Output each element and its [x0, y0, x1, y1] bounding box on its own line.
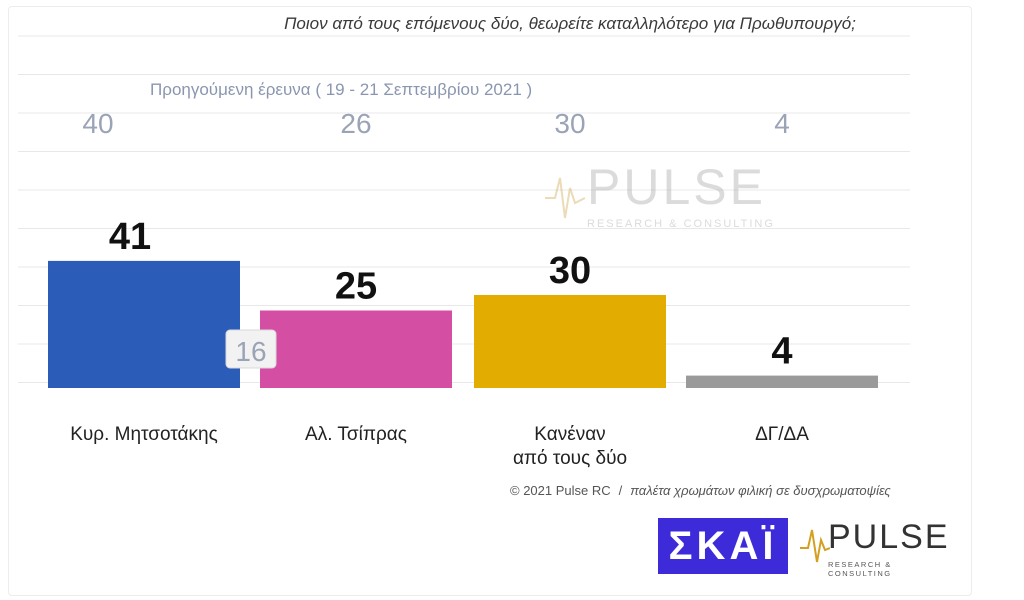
previous-value-label: 4: [774, 108, 790, 139]
bar-value-label: 41: [109, 216, 151, 258]
bar-value-label: 4: [771, 331, 792, 373]
pulse-wave-icon: [545, 177, 586, 219]
bar-value-label: 30: [549, 250, 591, 292]
category-label: Κυρ. Μητσοτάκης: [70, 424, 218, 445]
previous-survey-label: Προηγούμενη έρευνα ( 19 - 21 Σεπτεμβρίου…: [150, 80, 533, 99]
bar: [48, 260, 240, 388]
pulse-logo-sub: RESEARCH & CONSULTING: [828, 560, 892, 578]
footer-copyright: © 2021 Pulse RC: [510, 483, 611, 498]
previous-value-label: 30: [554, 108, 585, 139]
pulse-logo: PULSE RESEARCH & CONSULTING: [800, 518, 950, 578]
pulse-logo-wave-icon: [800, 529, 831, 563]
category-label: από τους δύο: [513, 448, 627, 469]
skai-logo: ΣΚΑΪ: [658, 518, 788, 574]
chart-footer: © 2021 Pulse RC / παλέτα χρωμάτων φιλική σ…: [510, 483, 891, 498]
watermark-sub: RESEARCH & CONSULTING: [587, 218, 775, 230]
watermark-name: PULSE: [587, 159, 766, 215]
category-label: Κανέναν: [534, 424, 605, 445]
category-label: ΔΓ/ΔΑ: [755, 424, 809, 445]
pulse-watermark: PULSE RESEARCH & CONSULTING: [545, 158, 775, 238]
bar: [686, 375, 878, 388]
category-label: Αλ. Τσίπρας: [305, 424, 407, 445]
previous-value-label: 26: [340, 108, 371, 139]
previous-badge-text: 16: [235, 336, 266, 367]
bar: [260, 310, 452, 388]
pulse-logo-name: PULSE: [828, 518, 950, 556]
bar-value-label: 25: [335, 266, 377, 308]
bar: [474, 295, 666, 388]
previous-value-label: 40: [82, 108, 113, 139]
footer-note: παλέτα χρωμάτων φιλική σε δυσχρωματοψίες: [630, 483, 891, 498]
chart-question: Ποιον από τους επόμενους δύο, θεωρείτε κ…: [284, 14, 856, 33]
footer-separator: /: [618, 483, 623, 498]
previous-badge: [225, 329, 277, 369]
